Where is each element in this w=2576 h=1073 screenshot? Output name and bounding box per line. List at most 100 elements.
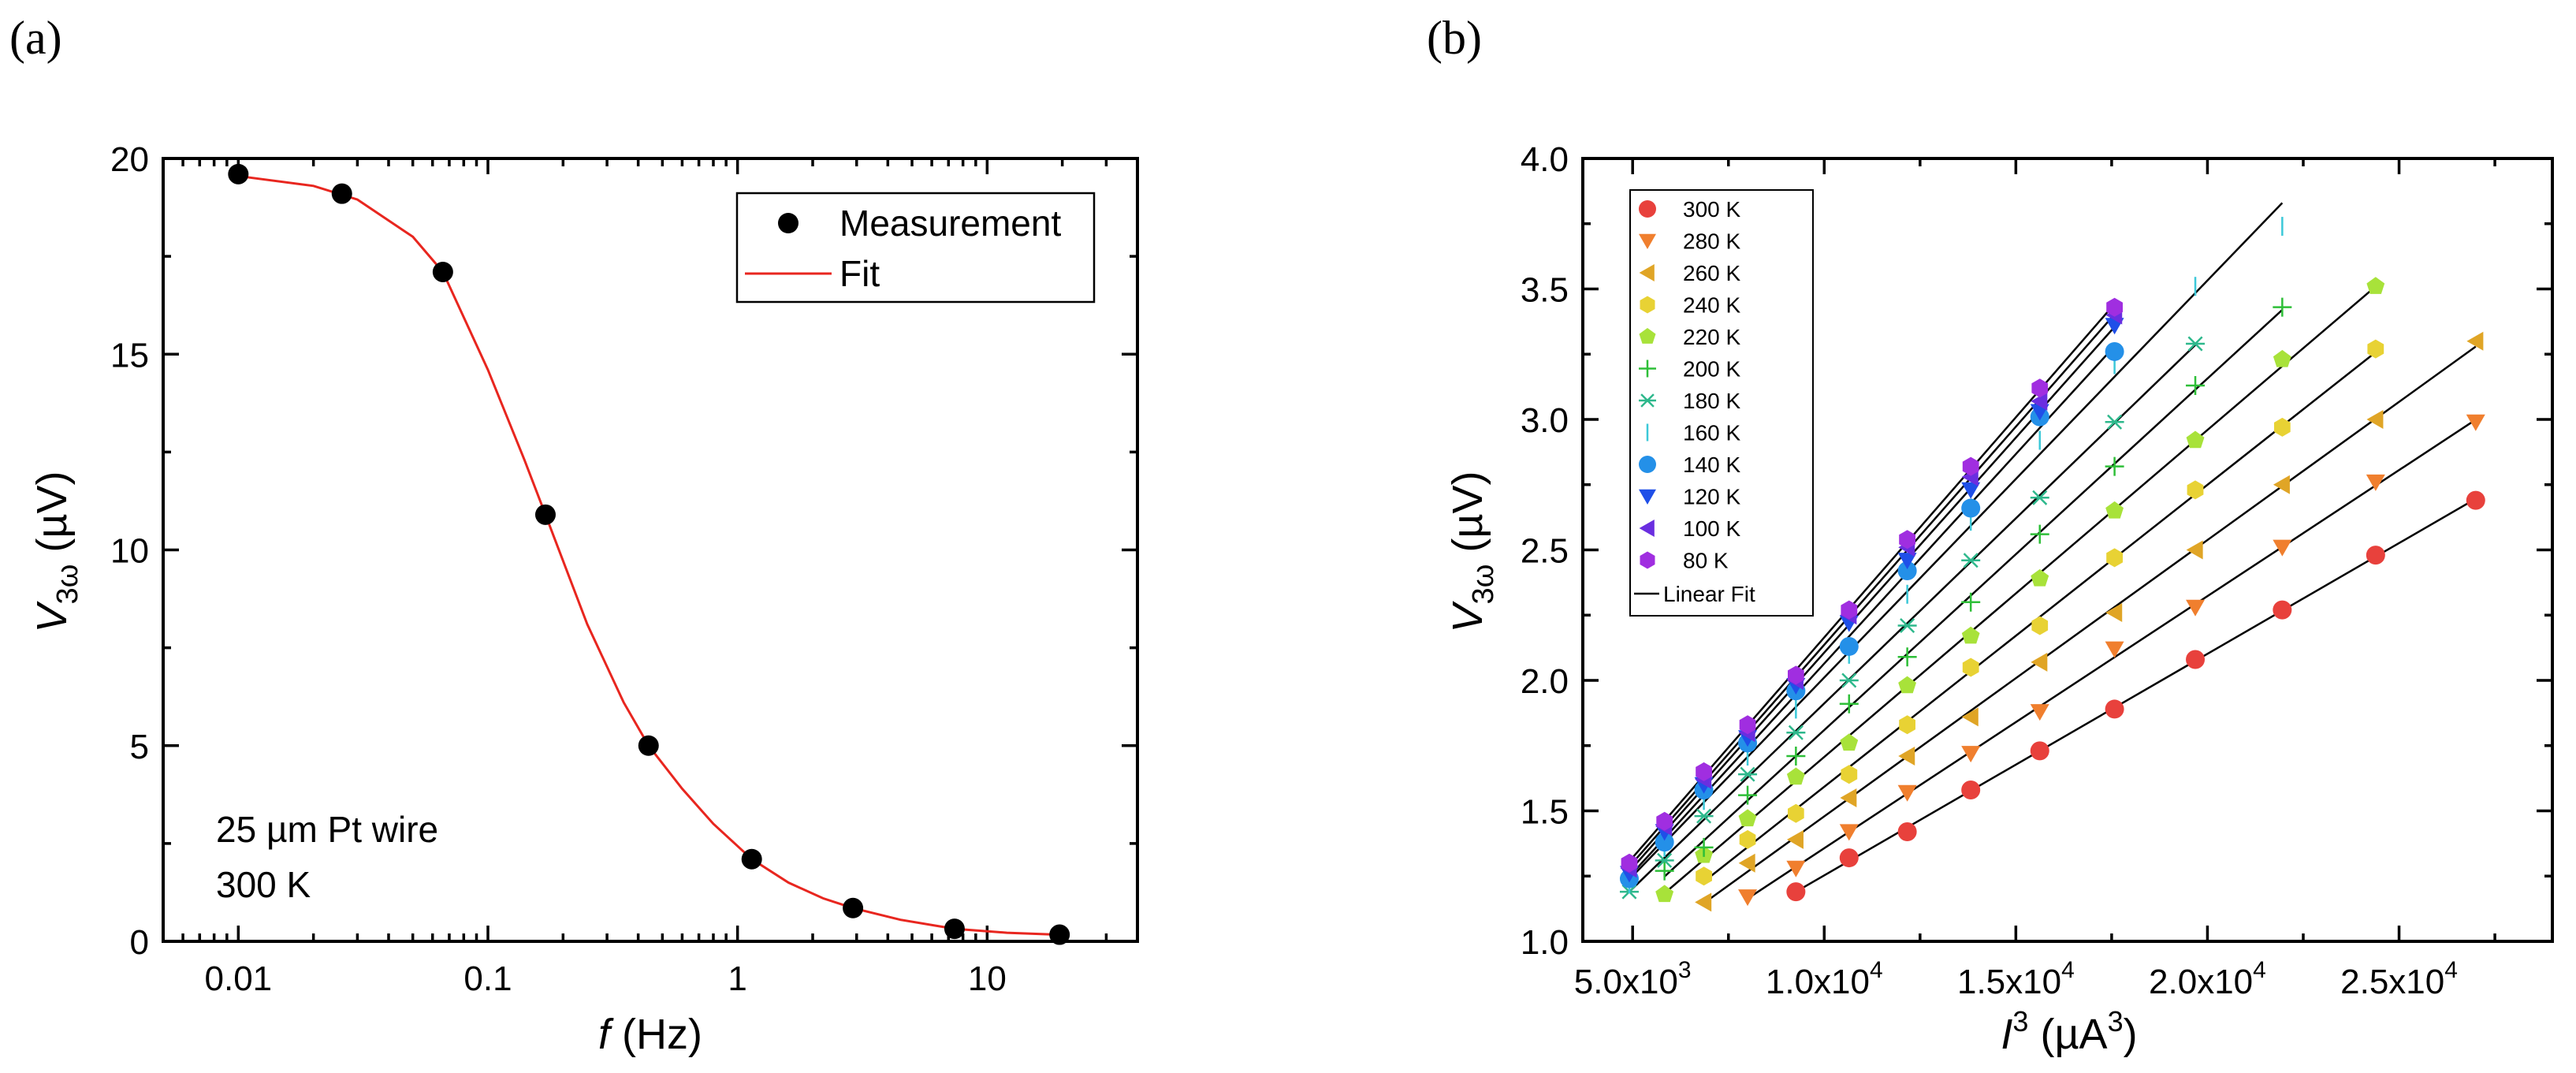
panel-b-legend: Linear Fit 300 K 280 K 260 K 240 K 220 K 200 … <box>1629 189 1814 617</box>
panel-b-point-280-k <box>2273 539 2292 557</box>
panel-b-point-300-k <box>1839 848 1859 868</box>
panel-b-legend-marker-280-k <box>1639 233 1656 249</box>
panel-b-legend-marker-260-k <box>1639 264 1655 281</box>
panel-b-legend-marker-140-k <box>1639 456 1656 473</box>
panel-b-legend-label-160-k: 160 K <box>1683 421 1740 445</box>
panel-b-legend-label-80-k: 80 K <box>1683 549 1729 573</box>
panel-b-point-280-k <box>2105 641 2124 658</box>
panel-b-x-tick-label: 2.0x104 <box>2149 957 2266 1001</box>
panel-b-point-260-k <box>2366 410 2384 429</box>
panel-b-point-220-k <box>2031 568 2049 587</box>
panel-b-point-180-k <box>2105 414 2124 430</box>
panel-b-point-220-k <box>2186 430 2205 449</box>
panel-b-legend-label-180-k: 180 K <box>1683 389 1740 413</box>
panel-b-point-200-k <box>1738 785 1758 805</box>
panel-a-measurement-point <box>638 735 659 756</box>
panel-b-y-tick-label: 2.5 <box>1521 532 1569 571</box>
panel-b-point-80-k <box>2106 297 2123 317</box>
panel-b-legend-label-100-k: 100 K <box>1683 516 1740 541</box>
panel-b-legend-marker-80-k <box>1640 551 1655 569</box>
panel-b-point-240-k <box>2031 616 2049 635</box>
panel-b-point-280-k <box>1738 889 1758 907</box>
panel-b-data-points <box>1619 217 2485 912</box>
panel-b-point-240-k <box>1696 866 1712 886</box>
panel-a-measurement-point <box>534 504 556 525</box>
panel-b-x-ticks: 5.0x103 1.0x104 1.5x104 2.0x104 2.5x104 <box>1574 158 2496 1001</box>
panel-a-measurement-point <box>741 848 762 870</box>
panel-b-point-140-k <box>2105 341 2124 361</box>
panel-b-point-300-k <box>1961 781 1981 800</box>
panel-b-point-220-k <box>1961 626 1980 644</box>
panel-b-point-120-k <box>1897 553 1917 570</box>
panel-b-point-220-k <box>1898 676 1916 694</box>
panel-b-plot-frame <box>1581 157 2554 943</box>
panel-a-measurement-point <box>1049 924 1070 945</box>
panel-b-x-tick-label: 5.0x103 <box>1574 957 1692 1001</box>
panel-a-x-tick-label: 0.1 <box>463 959 512 998</box>
panel-b-point-300-k <box>2466 490 2485 510</box>
panel-a-y-tick-label: 20 <box>110 140 149 179</box>
panel-b-legend-label-220-k: 220 K <box>1683 325 1740 349</box>
panel-b-point-220-k <box>1738 809 1757 827</box>
panel-b-point-260-k <box>2031 652 2048 672</box>
panel-b-point-280-k <box>1786 860 1806 877</box>
panel-b-point-240-k <box>1788 803 1804 823</box>
panel-b-point-200-k <box>1961 592 1981 612</box>
panel-a-legend: Measurement Fit <box>735 192 1096 304</box>
panel-b-point-180-k <box>1961 553 1981 568</box>
panel-b-linear-fit-line <box>1629 202 2284 881</box>
panel-b-point-180-k <box>1839 672 1859 688</box>
panel-b-legend-label-140-k: 140 K <box>1683 453 1740 477</box>
panel-b-point-280-k <box>2366 474 2385 491</box>
panel-a-y-tick-label: 5 <box>130 728 149 766</box>
panel-b-point-260-k <box>1786 829 1804 849</box>
panel-b-point-200-k <box>2273 297 2292 317</box>
panel-b-point-240-k <box>2187 480 2204 500</box>
panel-a-y-tick-label: 10 <box>110 532 149 571</box>
panel-b-point-300-k <box>2366 546 2385 565</box>
panel-b-point-220-k <box>2273 349 2291 367</box>
panel-a-annotation-line-2: 300 K <box>216 864 311 905</box>
panel-b-point-220-k <box>2105 501 2124 519</box>
panel-a-measurement-point <box>843 897 864 918</box>
panel-b-point-180-k <box>1655 852 1674 868</box>
panel-a-plot-frame <box>162 157 1139 943</box>
panel-b-point-240-k <box>1841 765 1858 784</box>
panel-b-point-300-k <box>1786 882 1806 902</box>
panel-b-x-tick-label: 1.5x104 <box>1957 957 2075 1001</box>
panel-a-x-axis-label: f (Hz) <box>598 1011 702 1058</box>
panel-a-measurement-point <box>228 163 249 184</box>
panel-b-legend-label-260-k: 260 K <box>1683 261 1740 285</box>
panel-b-legend-label-280-k: 280 K <box>1683 229 1740 254</box>
panel-a-y-axis-label: V3ω (µV) <box>28 471 84 633</box>
panel-a-legend-measurement-marker <box>778 213 798 233</box>
panel-b-point-260-k <box>2466 331 2484 351</box>
panel-b-point-300-k <box>2273 600 2292 620</box>
panel-b-y-axis-label: V3ω (µV) <box>1444 471 1500 633</box>
panel-b-point-200-k <box>1655 861 1674 881</box>
panel-b-linear-fit-line <box>1663 309 2284 877</box>
panel-b-point-260-k <box>2273 475 2290 494</box>
panel-b-point-80-k <box>1696 762 1712 781</box>
panel-b-legend-marker-220-k <box>1639 328 1656 344</box>
panel-b-point-200-k <box>1786 746 1806 766</box>
panel-a-y-tick-label: 0 <box>130 923 149 962</box>
panel-b-point-200-k <box>2105 456 2124 476</box>
panel-a-x-tick-label: 0.01 <box>205 959 273 998</box>
panel-b-point-240-k <box>1899 715 1915 735</box>
panel-b-point-120-k <box>1961 482 1981 499</box>
panel-b-point-260-k <box>1961 707 1979 727</box>
panel-b-point-240-k <box>1739 829 1756 849</box>
panel-a-measurement-point <box>331 183 352 204</box>
panel-b-point-280-k <box>2186 599 2206 617</box>
panel-b-point-100-k <box>2031 391 2048 411</box>
panel-b-label: (b) <box>1427 12 1482 64</box>
panel-b-point-200-k <box>2186 375 2206 395</box>
panel-b-point-140-k <box>1961 498 1981 518</box>
panel-b-point-180-k <box>1694 808 1714 824</box>
panel-b-linear-fit-line <box>1703 345 2477 904</box>
panel-b-point-80-k <box>1739 715 1756 735</box>
panel-b-linear-fit-line <box>1747 419 2477 900</box>
panel-b-point-240-k <box>2367 339 2384 359</box>
